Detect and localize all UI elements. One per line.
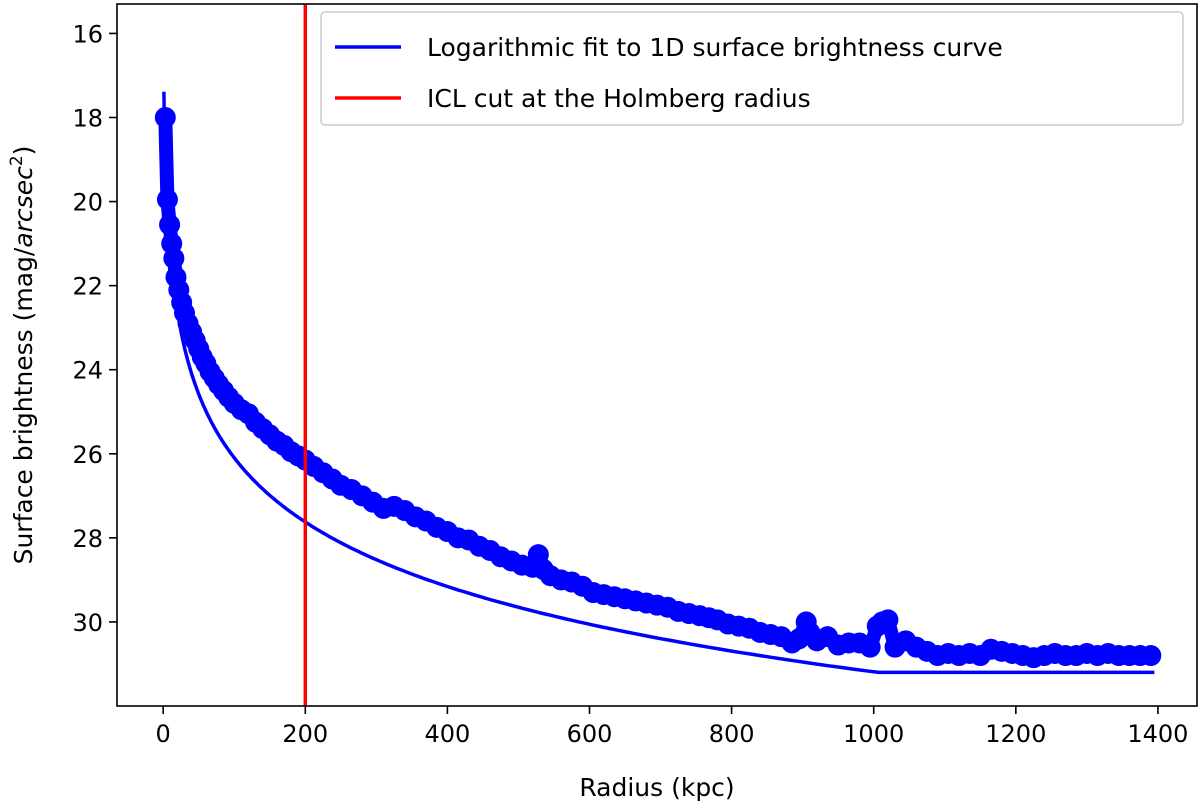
x-tick-label: 600 bbox=[567, 720, 613, 748]
y-tick-label: 18 bbox=[72, 104, 103, 132]
legend: Logarithmic fit to 1D surface brightness… bbox=[320, 11, 1184, 126]
y-tick-label: 26 bbox=[72, 441, 103, 469]
x-tick-label: 0 bbox=[156, 720, 171, 748]
y-axis-label: Surface brightness (mag/arcsec2) bbox=[7, 146, 38, 565]
y-tick-label: 24 bbox=[72, 357, 103, 385]
data-band bbox=[158, 110, 1158, 665]
y-tick-label: 22 bbox=[72, 273, 103, 301]
x-tick-label: 200 bbox=[282, 720, 328, 748]
legend-fit-label: Logarithmic fit to 1D surface brightness… bbox=[427, 33, 1003, 62]
x-tick-label: 1400 bbox=[1127, 720, 1188, 748]
x-tick-label: 1000 bbox=[843, 720, 904, 748]
x-tick-label: 1200 bbox=[985, 720, 1046, 748]
y-tick-label: 16 bbox=[72, 20, 103, 48]
y-tick-label: 30 bbox=[72, 609, 103, 637]
axes-layer: 0 200 400 600 800 1000 1200 1400 16 18 20 22 24 26 28 3… bbox=[72, 20, 1188, 748]
legend-frame bbox=[320, 11, 1184, 126]
y-tick-label: 28 bbox=[72, 525, 103, 553]
plot-frame bbox=[116, 3, 1198, 707]
legend-cut-label: ICL cut at the Holmberg radius bbox=[427, 84, 811, 113]
x-axis-label: Radius (kpc) bbox=[579, 773, 734, 802]
fit-curve bbox=[162, 91, 1155, 675]
plot-data-layer bbox=[154, 4, 1162, 706]
y-tick-label: 20 bbox=[72, 189, 103, 217]
x-tick-label: 800 bbox=[709, 720, 755, 748]
x-tick-label: 400 bbox=[424, 720, 470, 748]
